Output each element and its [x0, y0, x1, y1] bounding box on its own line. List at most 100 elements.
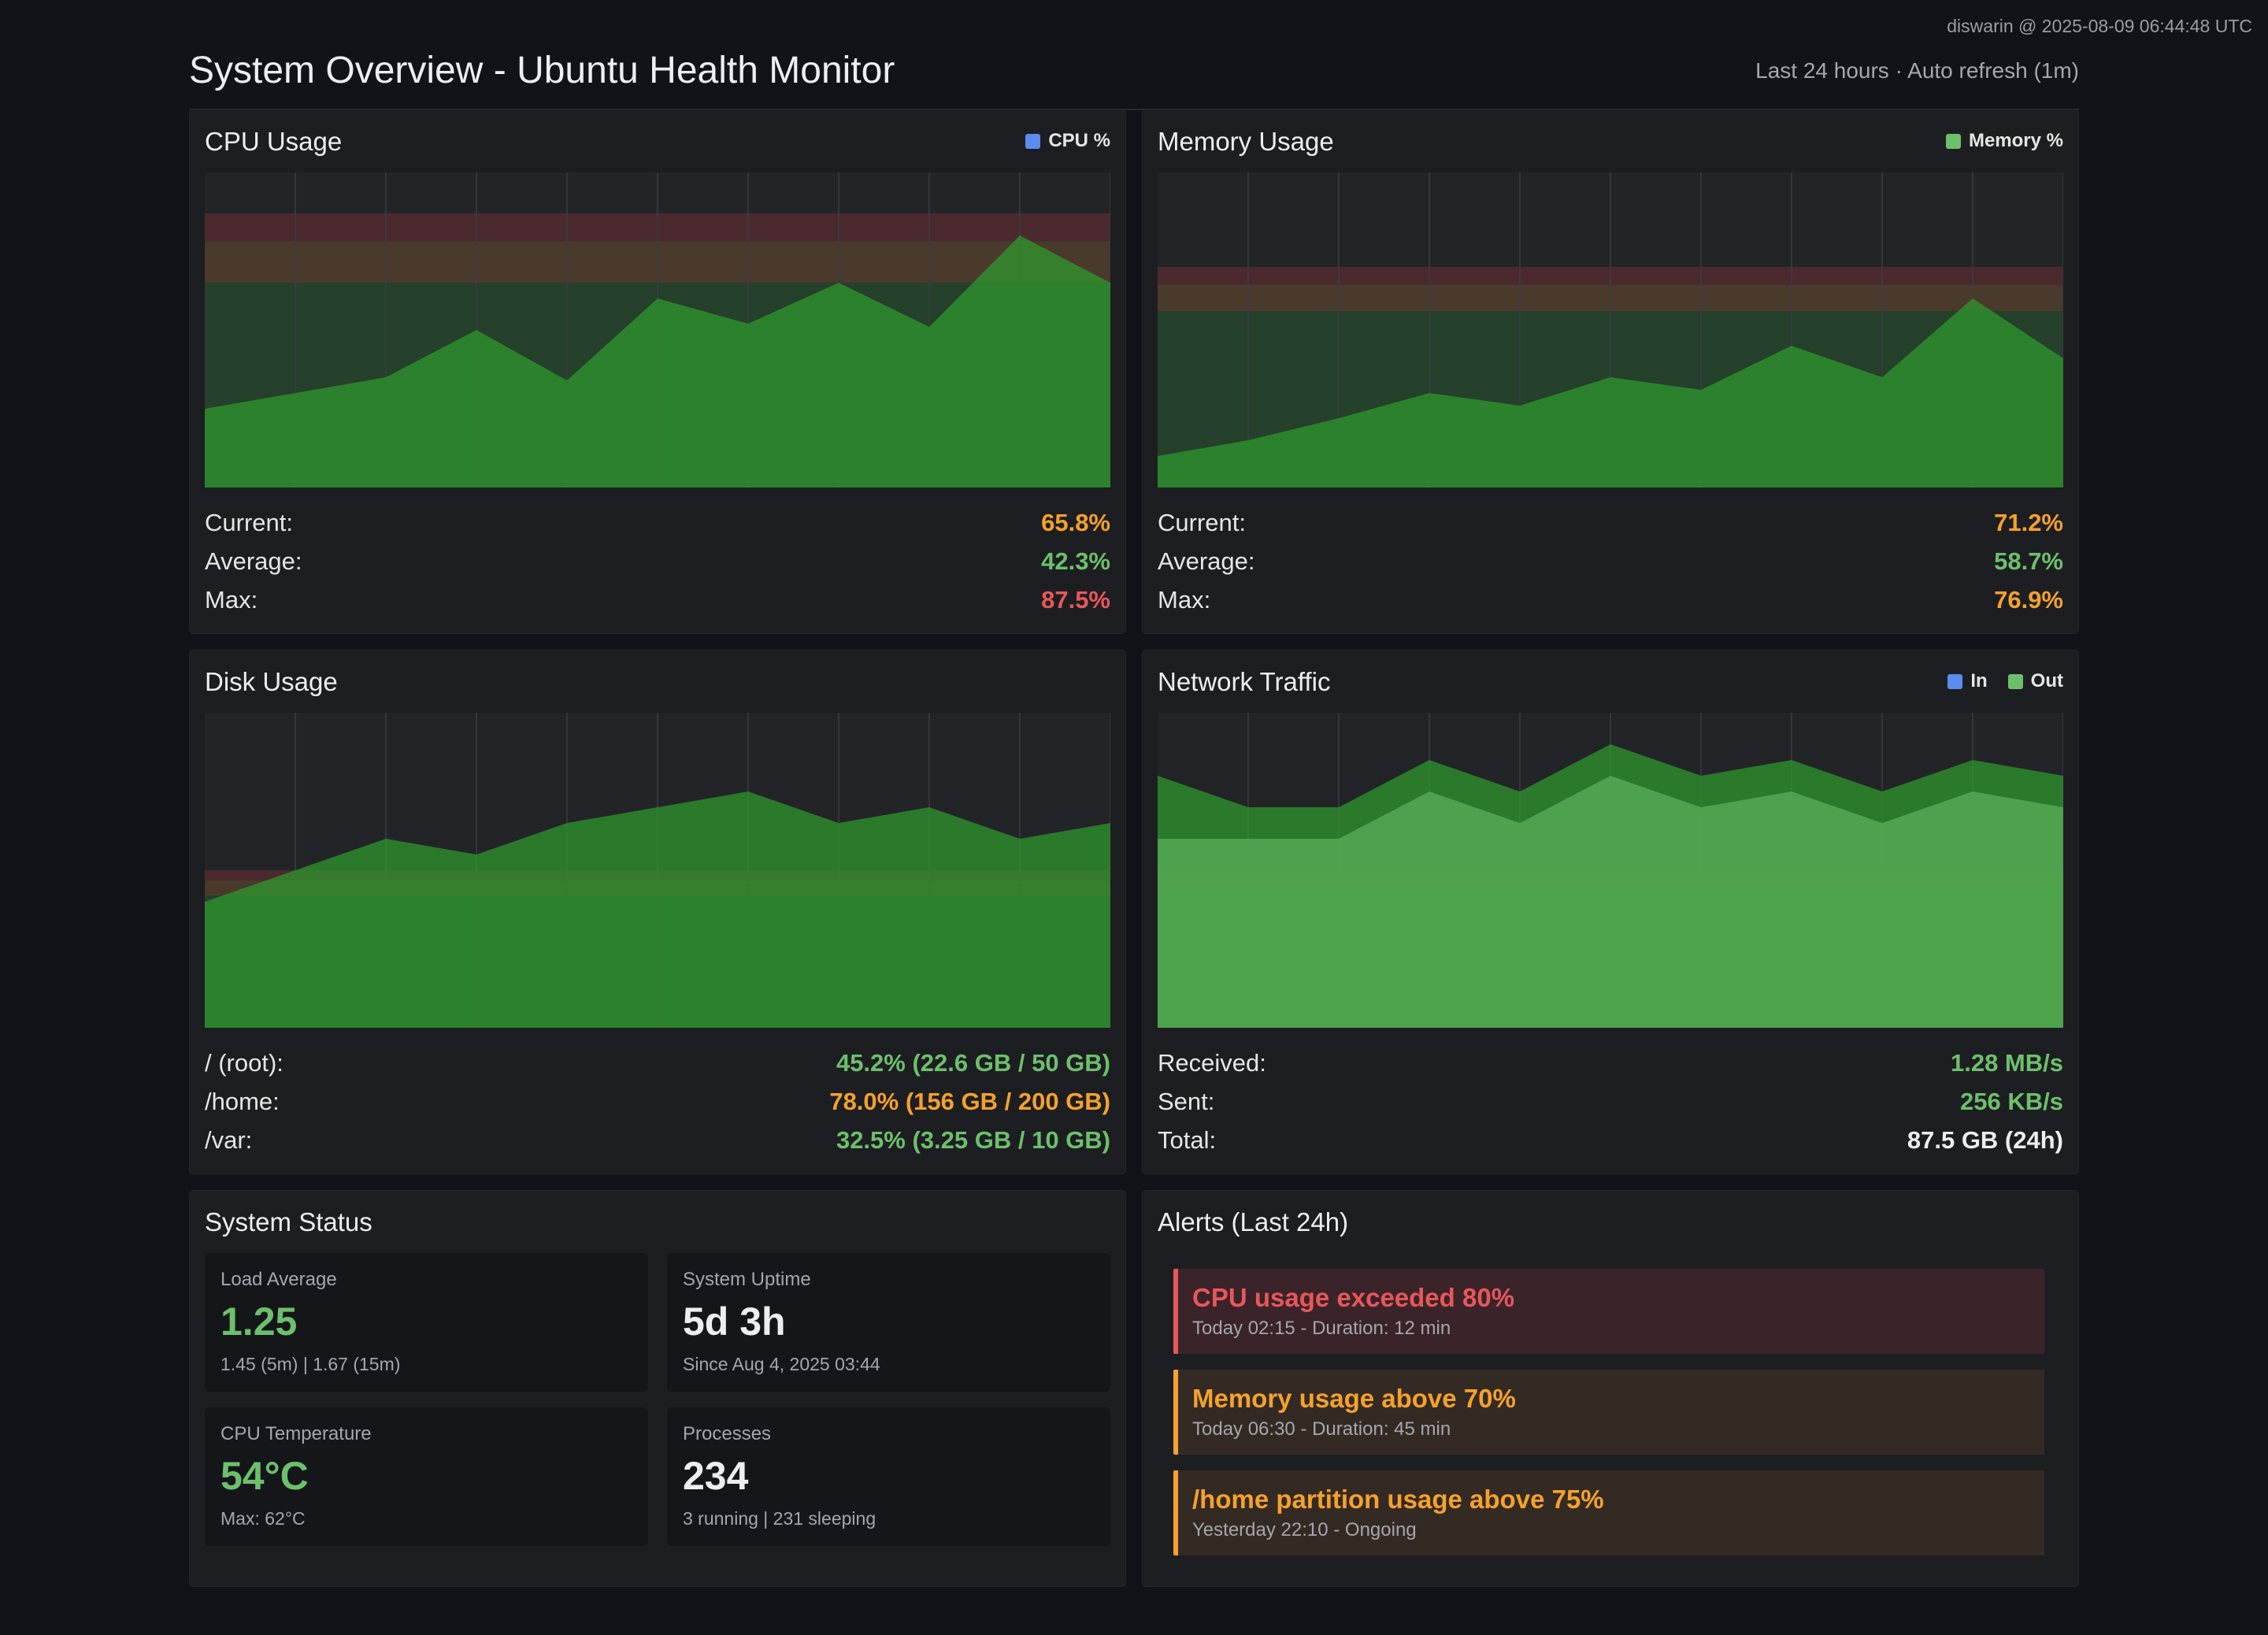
- alert-subtext: Today 06:30 - Duration: 45 min: [1192, 1418, 1451, 1440]
- alert-title: CPU usage exceeded 80%: [1192, 1283, 1515, 1312]
- cpu-chart[interactable]: [205, 172, 1110, 488]
- legend-swatch: [2007, 673, 2023, 689]
- alert-item-home-partition[interactable]: /home partition usage above 75% Yesterda…: [1173, 1470, 2044, 1555]
- user-timestamp: diswarin @ 2025-08-09 06:44:48 UTC: [1947, 16, 2252, 36]
- card-label: CPU Temperature: [220, 1423, 372, 1444]
- card-label: Load Average: [220, 1269, 337, 1290]
- stat-label: Max:: [1158, 585, 1211, 614]
- stat-value: 1.28 MB/s: [1950, 1048, 2063, 1077]
- stat-label: Total:: [1158, 1125, 1217, 1154]
- cpu-stats: Current: 65.8% Average: 42.3% Max: 87.5%: [205, 503, 1110, 619]
- legend-swatch: [1025, 133, 1041, 149]
- disk-panel-title: Disk Usage: [205, 667, 338, 696]
- series-area-main: [1158, 298, 2063, 488]
- memory-legend: Memory %: [1945, 130, 2063, 152]
- card-subtext: 1.45 (5m) | 1.67 (15m): [220, 1354, 401, 1374]
- card-label: Processes: [683, 1423, 772, 1444]
- disk-stats: / (root): 45.2% (22.6 GB / 50 GB) /home: 7…: [205, 1044, 1110, 1159]
- alert-subtext: Yesterday 22:10 - Ongoing: [1192, 1519, 1417, 1540]
- page-header: System Overview - Ubuntu Health Monitor …: [189, 46, 2079, 110]
- alert-subtext: Today 02:15 - Duration: 12 min: [1192, 1318, 1451, 1339]
- series-area-main: [205, 235, 1110, 488]
- disk-chart[interactable]: [205, 713, 1110, 1028]
- stat-value: 58.7%: [1994, 547, 2063, 575]
- legend-label: In: [1970, 670, 1988, 691]
- stat-value: 32.5% (3.25 GB / 10 GB): [836, 1125, 1110, 1154]
- series-area-main: [205, 792, 1110, 1028]
- stat-sent: Sent: 256 KB/s: [1158, 1082, 2063, 1121]
- stat-var: /var: 32.5% (3.25 GB / 10 GB): [205, 1121, 1110, 1159]
- legend-item-in[interactable]: In: [1947, 670, 1988, 692]
- uptime-card: System Uptime 5d 3h Since Aug 4, 2025 03…: [667, 1253, 1110, 1392]
- stat-label: Current:: [1158, 508, 1246, 536]
- stat-label: /home:: [205, 1087, 280, 1115]
- network-chart[interactable]: [1158, 713, 2063, 1028]
- alert-item-cpu[interactable]: CPU usage exceeded 80% Today 02:15 - Dur…: [1173, 1269, 2044, 1354]
- stat-value: 45.2% (22.6 GB / 50 GB): [836, 1048, 1110, 1077]
- chart-svg: [205, 713, 1110, 1028]
- network-legend: In Out: [1947, 670, 2063, 692]
- system-status-title: System Status: [205, 1207, 372, 1236]
- stat-value: 87.5%: [1041, 585, 1110, 614]
- cpu-panel: CPU Usage CPU % Current: 65.8% Average: 42…: [189, 109, 1126, 634]
- alert-title: Memory usage above 70%: [1192, 1384, 1516, 1413]
- stat-label: Max:: [205, 585, 258, 614]
- legend-label: CPU %: [1048, 130, 1110, 151]
- cpu-legend: CPU %: [1025, 130, 1110, 152]
- legend-label: Out: [2030, 670, 2063, 691]
- stat-label: Current:: [205, 508, 293, 536]
- stat-value: 76.9%: [1994, 585, 2063, 614]
- network-panel: Network Traffic In Out Received: 1.28 MB/…: [1142, 650, 2079, 1174]
- stat-label: Average:: [205, 547, 302, 575]
- legend-item-out[interactable]: Out: [2007, 670, 2063, 692]
- stat-root: / (root): 45.2% (22.6 GB / 50 GB): [205, 1044, 1110, 1082]
- memory-stats: Current: 71.2% Average: 58.7% Max: 76.9%: [1158, 503, 2063, 619]
- disk-panel: Disk Usage / (root): 45.2% (22.6 GB / 50 …: [189, 650, 1126, 1174]
- stat-label: Sent:: [1158, 1087, 1215, 1115]
- card-subtext: 3 running | 231 sleeping: [683, 1508, 876, 1529]
- chart-svg: [205, 172, 1110, 488]
- memory-panel: Memory Usage Memory % Current: 71.2% Aver…: [1142, 109, 2079, 634]
- card-label: System Uptime: [683, 1269, 811, 1290]
- legend-item-cpu[interactable]: CPU %: [1025, 130, 1110, 152]
- legend-item-memory[interactable]: Memory %: [1945, 130, 2063, 152]
- stat-max: Max: 87.5%: [205, 580, 1110, 619]
- stat-value: 78.0% (156 GB / 200 GB): [829, 1087, 1110, 1115]
- card-subtext: Max: 62°C: [220, 1508, 306, 1529]
- stat-value: 256 KB/s: [1960, 1087, 2063, 1115]
- alert-item-memory[interactable]: Memory usage above 70% Today 06:30 - Dur…: [1173, 1370, 2044, 1455]
- stat-value: 87.5 GB (24h): [1907, 1125, 2063, 1154]
- network-stats: Received: 1.28 MB/s Sent: 256 KB/s Total: 8…: [1158, 1044, 2063, 1159]
- cpu-temperature-card: CPU Temperature 54°C Max: 62°C: [205, 1407, 648, 1546]
- series-area-in: [1158, 776, 2063, 1028]
- legend-label: Memory %: [1968, 130, 2063, 151]
- stat-label: /var:: [205, 1125, 253, 1154]
- stat-current: Current: 71.2%: [1158, 503, 2063, 542]
- alerts-title: Alerts (Last 24h): [1158, 1207, 1349, 1236]
- stat-home: /home: 78.0% (156 GB / 200 GB): [205, 1082, 1110, 1121]
- system-status-panel: System Status Load Average 1.25 1.45 (5m…: [189, 1190, 1126, 1587]
- stat-value: 71.2%: [1994, 508, 2063, 536]
- page-title: System Overview - Ubuntu Health Monitor: [189, 50, 895, 91]
- card-subtext: Since Aug 4, 2025 03:44: [683, 1354, 880, 1374]
- stat-average: Average: 42.3%: [205, 542, 1110, 580]
- legend-swatch: [1947, 673, 1963, 689]
- stat-label: / (root):: [205, 1048, 284, 1077]
- stat-label: Received:: [1158, 1048, 1266, 1077]
- network-panel-title: Network Traffic: [1158, 667, 1331, 696]
- chart-svg: [1158, 172, 2063, 488]
- memory-chart[interactable]: [1158, 172, 2063, 488]
- stat-current: Current: 65.8%: [205, 503, 1110, 542]
- stat-average: Average: 58.7%: [1158, 542, 2063, 580]
- stat-label: Average:: [1158, 547, 1255, 575]
- load-average-card: Load Average 1.25 1.45 (5m) | 1.67 (15m): [205, 1253, 648, 1392]
- time-range-indicator[interactable]: Last 24 hours · Auto refresh (1m): [1755, 58, 2079, 83]
- card-value: 5d 3h: [683, 1299, 786, 1344]
- stat-total: Total: 87.5 GB (24h): [1158, 1121, 2063, 1159]
- stat-value: 65.8%: [1041, 508, 1110, 536]
- alerts-panel: Alerts (Last 24h) CPU usage exceeded 80%…: [1142, 1190, 2079, 1587]
- card-value: 234: [683, 1454, 749, 1498]
- card-value: 1.25: [220, 1299, 298, 1344]
- stat-value: 42.3%: [1041, 547, 1110, 575]
- cpu-panel-title: CPU Usage: [205, 127, 343, 156]
